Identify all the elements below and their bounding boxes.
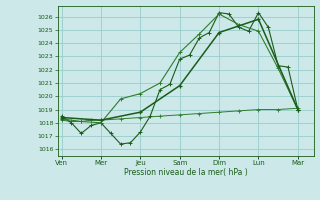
X-axis label: Pression niveau de la mer( hPa ): Pression niveau de la mer( hPa )	[124, 168, 247, 177]
